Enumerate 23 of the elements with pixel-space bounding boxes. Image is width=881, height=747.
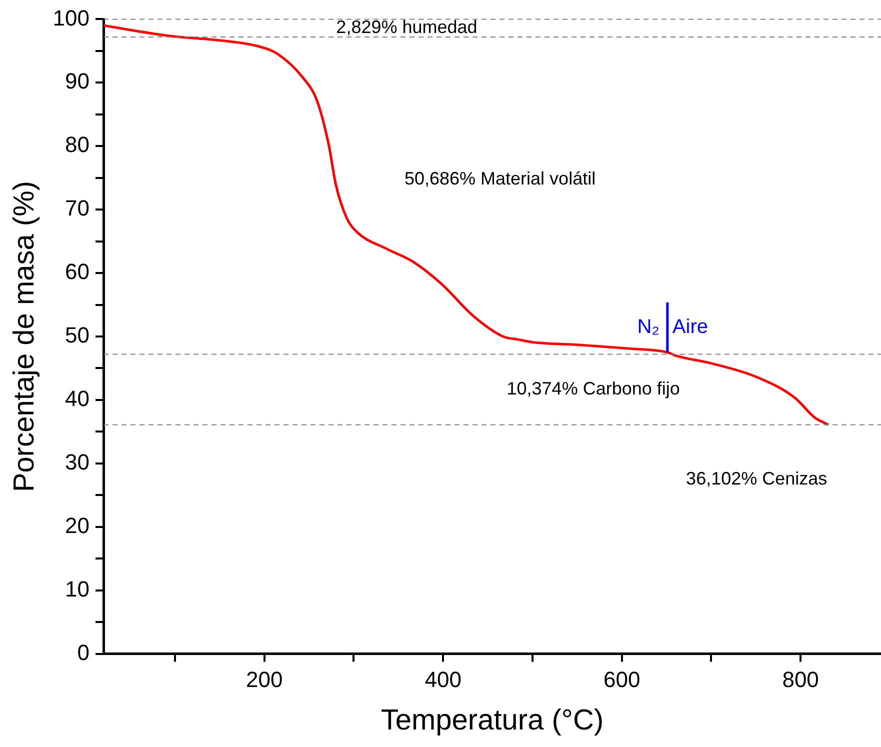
- annotation: 36,102% Cenizas: [686, 468, 828, 489]
- y-tick-label: 20: [65, 512, 90, 538]
- y-tick-label: 90: [65, 68, 90, 94]
- x-axis-title: Temperatura (°C): [380, 704, 604, 737]
- y-tick-label: 40: [65, 386, 90, 412]
- x-tick-label: 200: [246, 667, 283, 692]
- y-tick-label: 10: [65, 576, 90, 602]
- y-tick-label: 70: [65, 196, 90, 221]
- y-tick-label: 80: [65, 132, 90, 158]
- x-tick-label: 400: [424, 667, 462, 692]
- y-axis-title: Porcentaje de masa (%): [8, 180, 40, 492]
- y-tick-label: 100: [52, 5, 90, 30]
- annotation: 10,374% Carbono fijo: [506, 378, 680, 398]
- y-tick-label: 60: [65, 259, 90, 284]
- x-tick-label: 800: [782, 667, 819, 692]
- y-tick-label: 30: [65, 449, 90, 474]
- ref-line-label: Aire: [672, 316, 708, 338]
- annotation: N₂: [637, 316, 660, 338]
- y-tick-label: 50: [65, 322, 90, 348]
- annotation: 2,829% humedad: [336, 17, 478, 38]
- annotation: 50,686% Material volátil: [404, 168, 596, 189]
- x-tick-label: 600: [603, 667, 640, 692]
- y-tick-label: 0: [77, 640, 90, 665]
